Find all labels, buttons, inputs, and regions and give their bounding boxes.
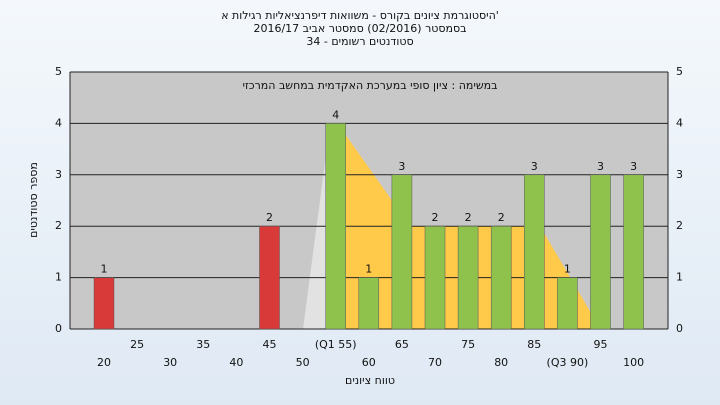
x-tick-label: 75 <box>461 338 475 351</box>
value-label: 3 <box>630 160 637 173</box>
value-label: 2 <box>498 211 505 224</box>
x-tick-label: (Q3 90) <box>547 356 589 369</box>
y-tick-label: 1 <box>55 271 62 284</box>
value-label: 2 <box>432 211 439 224</box>
bar <box>490 225 512 330</box>
x-tick-label: 20 <box>97 356 111 369</box>
bar <box>457 225 479 330</box>
y-tick-label: 3 <box>55 168 62 181</box>
bar <box>424 225 446 330</box>
x-tick-label: 80 <box>494 356 508 369</box>
x-tick-label: 25 <box>130 338 144 351</box>
bar <box>623 174 644 330</box>
x-axis-label: טווח ציונים <box>345 374 395 387</box>
x-tick-label: 30 <box>163 356 177 369</box>
value-label: 1 <box>101 263 108 276</box>
y2-tick-label: 0 <box>676 322 683 335</box>
x-tick-label: 40 <box>229 356 243 369</box>
y-tick-label: 0 <box>55 322 62 335</box>
chart-title: היסטוגרמת ציונים בקורס - משוואות דיפרנצי… <box>221 9 499 22</box>
annotation: במשימה : ציון סופי במערכת האקדמית במחשב … <box>243 79 498 92</box>
bar <box>259 225 280 330</box>
value-label: 3 <box>531 160 538 173</box>
value-label: 2 <box>266 211 273 224</box>
x-tick-label: 85 <box>527 338 541 351</box>
x-tick-label: 35 <box>196 338 210 351</box>
x-tick-label: 50 <box>296 356 310 369</box>
x-tick-label: 60 <box>362 356 376 369</box>
value-label: 2 <box>465 211 472 224</box>
value-label: 4 <box>332 108 339 121</box>
bar <box>524 174 545 330</box>
value-label: 1 <box>564 263 571 276</box>
bar <box>93 277 115 330</box>
y2-tick-label: 5 <box>676 65 683 78</box>
y-tick-label: 4 <box>55 116 62 129</box>
value-label: 3 <box>398 160 405 173</box>
y2-tick-label: 3 <box>676 168 683 181</box>
bar <box>391 174 413 330</box>
x-tick-label: 70 <box>428 356 442 369</box>
y2-tick-label: 2 <box>676 219 683 232</box>
value-label: 1 <box>365 263 372 276</box>
bar <box>557 277 578 330</box>
bar <box>358 277 380 330</box>
bar <box>325 123 346 330</box>
subtitle: בסמסטר (02/2016) סמסטר אביב 2016/17 <box>253 22 466 35</box>
x-tick-label: 45 <box>263 338 277 351</box>
x-tick-label: 100 <box>623 356 644 369</box>
x-tick-label: 65 <box>395 338 409 351</box>
y2-tick-label: 1 <box>676 271 683 284</box>
y-tick-label: 5 <box>55 65 62 78</box>
y-axis-label: מספר סטודנטים <box>27 162 40 238</box>
value-label: 3 <box>597 160 604 173</box>
bar <box>590 174 611 330</box>
subtitle: סטודנטים רשומים - 34 <box>306 35 413 48</box>
x-tick-label: 95 <box>594 338 608 351</box>
y-tick-label: 2 <box>55 219 62 232</box>
y2-tick-label: 4 <box>676 116 683 129</box>
x-tick-label: (Q1 55) <box>315 338 357 351</box>
